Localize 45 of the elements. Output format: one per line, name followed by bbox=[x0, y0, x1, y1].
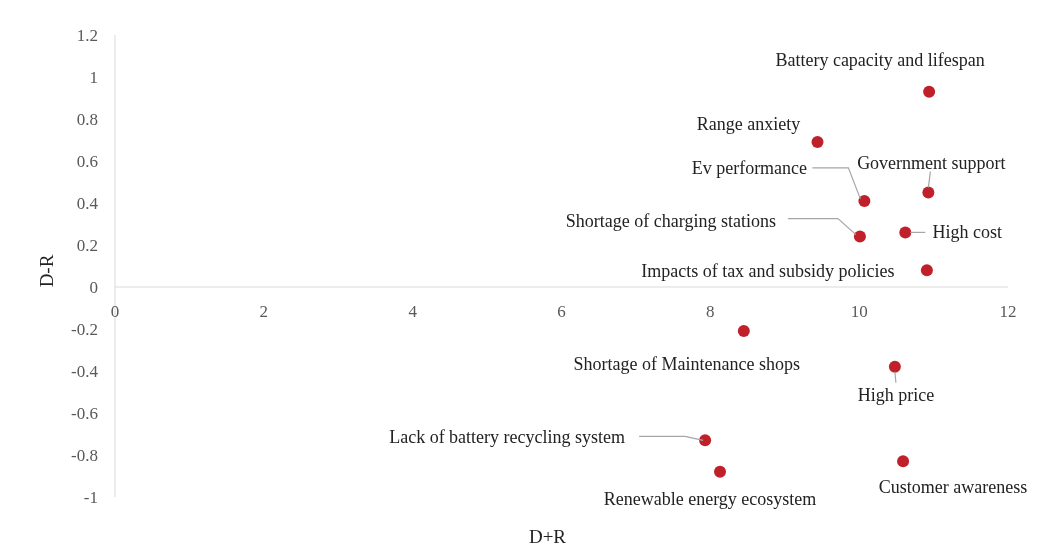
y-tick-label: -0.4 bbox=[71, 362, 99, 381]
annotation: Shortage of charging stations bbox=[565, 210, 776, 231]
x-tick-label: 12 bbox=[999, 302, 1017, 321]
annotation: Lack of battery recycling system bbox=[389, 427, 626, 448]
y-tick-label: 0 bbox=[89, 278, 98, 297]
point bbox=[858, 194, 871, 207]
point bbox=[897, 455, 910, 468]
annotation: Battery capacity and lifespan bbox=[775, 49, 985, 70]
annotation: Range anxiety bbox=[696, 114, 801, 135]
point bbox=[899, 226, 912, 239]
x-tick-label: 4 bbox=[408, 302, 418, 321]
annotation: High cost bbox=[932, 222, 1003, 243]
y-axis-title: D-R bbox=[36, 254, 57, 288]
y-tick-label: -0.2 bbox=[71, 320, 98, 339]
point bbox=[922, 186, 935, 199]
x-tick-label: 2 bbox=[259, 302, 269, 321]
annotation: Renewable energy ecosystem bbox=[603, 488, 817, 509]
x-tick-label: 10 bbox=[850, 302, 868, 321]
x-tick-label: 0 bbox=[110, 302, 120, 321]
x-axis-title: D+R bbox=[528, 526, 567, 547]
y-tick-label: 0.2 bbox=[76, 236, 98, 255]
annotation: Shortage of Maintenance shops bbox=[573, 354, 801, 375]
y-tick-label: -1 bbox=[83, 488, 98, 507]
point bbox=[714, 465, 727, 478]
point bbox=[853, 230, 866, 243]
annotation: High price bbox=[857, 384, 935, 405]
annotation: Customer awareness bbox=[878, 477, 1028, 498]
y-tick-label: 1.2 bbox=[76, 26, 98, 45]
point bbox=[811, 136, 824, 149]
x-tick-label: 8 bbox=[706, 302, 715, 321]
annotation: Ev performance bbox=[691, 157, 808, 178]
point bbox=[923, 85, 936, 98]
point bbox=[920, 264, 933, 277]
annotation: Government support bbox=[857, 152, 1006, 173]
y-tick-label: 0.8 bbox=[76, 110, 98, 129]
y-tick-label: 0.4 bbox=[76, 194, 99, 213]
annotation: Impacts of tax and subsidy policies bbox=[641, 261, 895, 282]
y-tick-label: -0.8 bbox=[71, 446, 98, 465]
y-tick-label: -0.6 bbox=[71, 404, 98, 423]
x-tick-label: 6 bbox=[557, 302, 566, 321]
point bbox=[699, 434, 712, 447]
point bbox=[737, 325, 750, 338]
y-tick-label: 0.6 bbox=[76, 152, 98, 171]
point bbox=[888, 360, 901, 373]
y-tick-label: 1 bbox=[89, 68, 98, 87]
